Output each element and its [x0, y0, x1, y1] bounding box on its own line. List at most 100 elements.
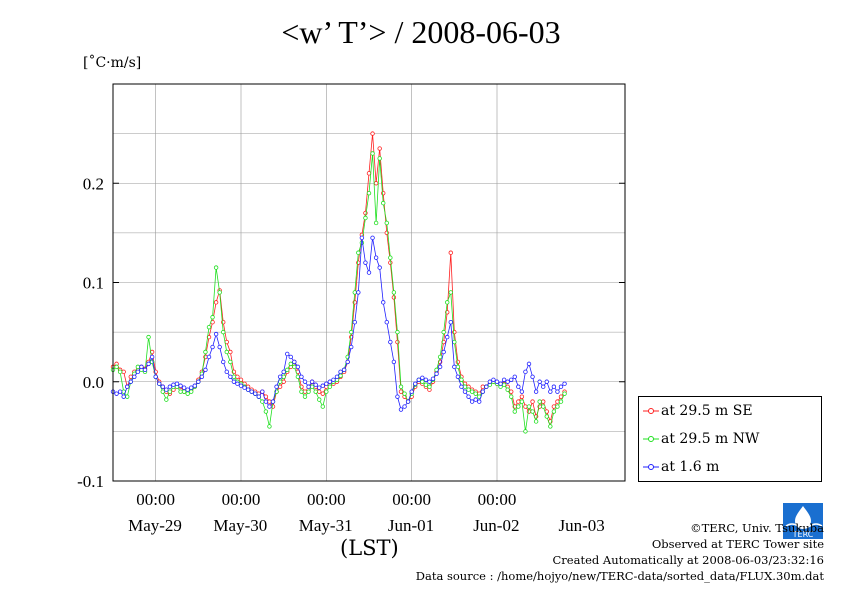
copyright-text: ©TERC, Univ. Tsukuba: [690, 521, 824, 535]
data-point: [121, 394, 126, 399]
data-point: [203, 349, 208, 355]
data-point: [274, 384, 279, 389]
data-point: [149, 354, 155, 360]
data-point: [402, 391, 407, 396]
data-point: [292, 359, 297, 365]
y-tick-label: 0.1: [83, 274, 104, 293]
data-point: [338, 373, 343, 378]
data-point: [349, 329, 354, 335]
data-point: [530, 399, 535, 404]
credits: ©TERC, Univ. Tsukuba Observed at TERC To…: [416, 520, 824, 584]
legend-marker-1-6m: [643, 464, 659, 470]
series-1: [110, 151, 567, 434]
legend-item-se: at 29.5 m SE: [639, 402, 821, 422]
data-point: [359, 235, 365, 241]
data-point: [267, 404, 272, 409]
x-date-label: May-29: [128, 516, 182, 535]
data-point: [317, 385, 322, 390]
data-point: [398, 389, 404, 394]
data-point: [221, 329, 226, 335]
created-text: Created Automatically at 2008-06-03/23:3…: [552, 553, 825, 567]
data-point: [455, 364, 461, 370]
data-point: [469, 389, 475, 394]
data-point: [363, 215, 368, 221]
data-point: [164, 397, 169, 402]
data-point: [228, 359, 233, 365]
data-point: [181, 389, 187, 394]
data-point: [267, 399, 272, 404]
data-point: [480, 384, 485, 389]
data-point: [377, 156, 382, 161]
data-point: [462, 389, 468, 394]
data-point: [373, 255, 379, 260]
data-point: [146, 361, 151, 367]
data-point: [526, 361, 532, 367]
data-point: [509, 389, 514, 394]
data-point: [306, 389, 311, 394]
data-point: [160, 384, 165, 389]
data-point: [498, 381, 503, 386]
data-point: [167, 389, 173, 394]
data-point: [381, 200, 386, 206]
data-point: [523, 429, 528, 434]
data-point: [317, 397, 322, 402]
data-point: [231, 374, 237, 379]
chart-title: <w’ T’> / 2008-06-03: [281, 14, 561, 50]
data-point: [267, 424, 272, 429]
data-point: [210, 344, 215, 350]
data-point: [395, 339, 400, 345]
x-time-tick-label: 00:00: [136, 490, 175, 509]
axis-ticks: -0.1 0.0 0.1 0.2 00:00 00:00 00:00 00:00 00:00 Ma…: [77, 174, 625, 535]
data-point: [139, 364, 144, 370]
x-date-label: Jun-01: [388, 516, 434, 535]
data-point: [281, 369, 286, 375]
data-point: [135, 364, 141, 370]
data-point: [370, 151, 375, 156]
data-point: [256, 394, 261, 399]
data-point: [260, 399, 265, 404]
data-point: [548, 424, 553, 429]
data-point: [345, 359, 350, 365]
data-point: [327, 384, 333, 389]
data-point: [306, 384, 311, 389]
data-point: [302, 379, 308, 384]
series-2: [110, 235, 567, 412]
data-point: [320, 391, 325, 396]
data-point: [349, 344, 354, 350]
data-point: [331, 377, 336, 382]
data-point: [551, 384, 557, 389]
data-point: [288, 361, 293, 367]
data-point: [533, 419, 539, 424]
data-point: [356, 290, 361, 295]
data-point: [491, 377, 496, 382]
legend-item-nw: at 29.5 m NW: [639, 430, 821, 450]
data-point: [178, 389, 183, 394]
x-time-tick-label: 00:00: [222, 490, 261, 509]
data-point: [181, 385, 187, 390]
data-point: [277, 374, 283, 379]
data-point: [430, 376, 436, 381]
data-point: [213, 300, 219, 305]
data-point: [114, 364, 119, 370]
data-point: [338, 369, 343, 375]
legend-marker-nw: [643, 436, 659, 442]
data-point: [455, 374, 461, 379]
data-point: [217, 290, 222, 295]
data-point: [228, 374, 233, 379]
data-point: [285, 351, 290, 357]
data-point: [516, 404, 521, 409]
data-point: [541, 384, 546, 389]
data-point: [437, 364, 443, 370]
data-point: [519, 394, 525, 399]
data-point: [377, 146, 382, 151]
data-point: [505, 387, 510, 392]
data-point: [395, 394, 400, 399]
data-point: [452, 364, 457, 370]
legend-label-1-6m: at 1.6 m: [661, 459, 720, 475]
data-point: [164, 387, 169, 392]
data-point: [459, 384, 464, 389]
data-point: [363, 260, 368, 265]
data-point: [309, 379, 315, 384]
data-point: [530, 409, 535, 414]
data-point: [445, 300, 450, 305]
